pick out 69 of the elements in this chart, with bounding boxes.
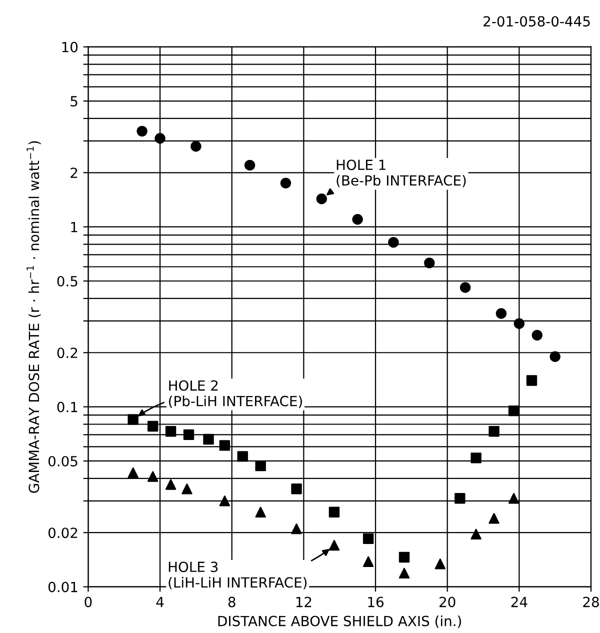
point bbox=[454, 493, 466, 504]
x-tick-label: 16 bbox=[368, 596, 384, 608]
point bbox=[128, 467, 138, 478]
point bbox=[526, 375, 538, 386]
y-tick-label: 5 bbox=[70, 96, 78, 106]
x-tick-label: 20 bbox=[440, 596, 456, 608]
point bbox=[388, 236, 399, 248]
point bbox=[165, 426, 176, 437]
point bbox=[136, 126, 148, 137]
text: 2-01-058-0-445 bbox=[484, 16, 590, 27]
point bbox=[255, 460, 266, 472]
point bbox=[550, 351, 560, 362]
point bbox=[488, 426, 500, 437]
point bbox=[154, 133, 166, 144]
y-tick-label: 0.02 bbox=[48, 528, 78, 538]
point bbox=[424, 258, 435, 268]
point bbox=[362, 533, 374, 544]
point bbox=[165, 479, 176, 490]
annotation: HOLE 3 (LiH-LiH INTERFACE) bbox=[168, 562, 307, 590]
point bbox=[508, 493, 520, 504]
point bbox=[508, 405, 520, 416]
y-tick-label: 0.5 bbox=[57, 276, 78, 286]
point bbox=[352, 214, 363, 225]
point bbox=[514, 318, 525, 329]
x-tick-label: 28 bbox=[583, 596, 599, 608]
point bbox=[460, 282, 471, 293]
annotation: HOLE 1 (Be-Pb INTERFACE) bbox=[336, 160, 466, 188]
x-tick-label: 0 bbox=[84, 596, 92, 608]
point bbox=[434, 558, 446, 570]
y-tick-label: 2 bbox=[70, 168, 78, 178]
point bbox=[237, 451, 248, 462]
point bbox=[398, 568, 410, 579]
point bbox=[244, 160, 256, 171]
point bbox=[190, 140, 202, 152]
x-tick-label: 24 bbox=[511, 596, 528, 608]
point bbox=[291, 484, 302, 494]
point bbox=[182, 484, 192, 494]
point bbox=[291, 523, 302, 534]
y-tick-label: 10 bbox=[62, 42, 78, 52]
point bbox=[203, 434, 214, 445]
point bbox=[328, 540, 340, 551]
x-axis-title: DISTANCE ABOVE SHIELD AXIS (in.) bbox=[218, 616, 461, 628]
point bbox=[398, 552, 410, 563]
y-tick-label: 0.01 bbox=[48, 582, 78, 592]
point bbox=[488, 513, 500, 524]
point bbox=[362, 556, 374, 567]
point bbox=[328, 506, 340, 518]
annotation: HOLE 2 (Pb-LiH INTERFACE) bbox=[169, 380, 302, 408]
y-tick-label: 0.05 bbox=[48, 456, 78, 466]
point bbox=[280, 178, 292, 188]
point bbox=[532, 330, 542, 341]
point bbox=[470, 452, 482, 464]
y-tick-label: 0.1 bbox=[57, 402, 78, 412]
point bbox=[128, 414, 138, 425]
point bbox=[255, 506, 266, 518]
point bbox=[316, 194, 327, 204]
point bbox=[147, 471, 158, 482]
y-tick-label: 0.2 bbox=[57, 348, 78, 358]
point bbox=[470, 528, 482, 540]
y-tick-label: 1 bbox=[71, 222, 78, 232]
point bbox=[147, 420, 158, 432]
point bbox=[183, 429, 194, 440]
point bbox=[219, 496, 230, 506]
x-tick-label: 12 bbox=[296, 596, 312, 608]
y-axis-title: GAMMA-RAY DOSE RATE (r · hr$^{−1}$ · nominal watt$^{−1}$) bbox=[26, 141, 41, 493]
point bbox=[496, 308, 507, 319]
x-tick-label: 8 bbox=[228, 596, 236, 608]
point bbox=[219, 440, 230, 451]
x-tick-label: 4 bbox=[156, 596, 164, 608]
